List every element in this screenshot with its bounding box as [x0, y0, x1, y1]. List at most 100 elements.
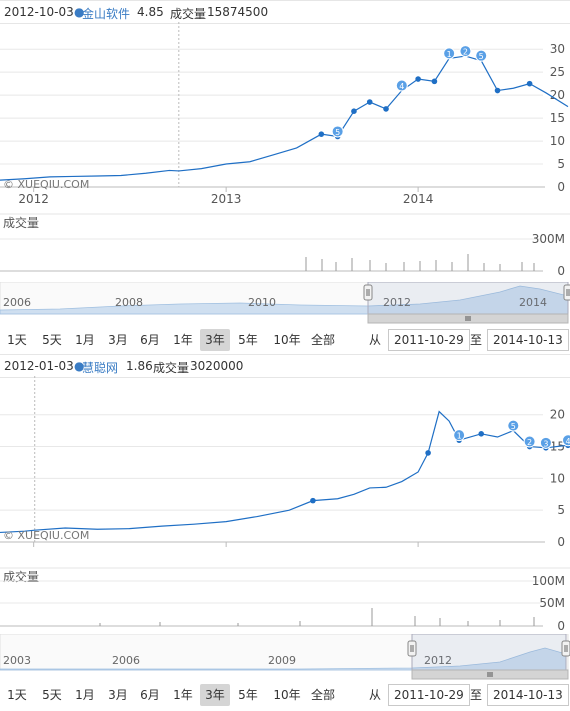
- range-button[interactable]: 3年: [200, 329, 230, 351]
- watermark: © XUEQIU.COM: [3, 529, 89, 542]
- event-marker-bubble: [562, 434, 570, 447]
- volume-label: 成交量: [170, 7, 207, 21]
- range-button[interactable]: 1天: [7, 688, 27, 702]
- event-marker-label: 4: [565, 437, 570, 446]
- date-label: 2012-10-03: [4, 5, 74, 19]
- range-button[interactable]: 1月: [75, 333, 95, 347]
- navigator-label: 2006: [112, 654, 140, 667]
- data-point: [310, 497, 316, 504]
- navigator-label: 2010: [248, 296, 276, 309]
- stock-name-link[interactable]: 慧聪网: [82, 361, 119, 375]
- range-button[interactable]: 1年: [173, 688, 193, 702]
- range-button[interactable]: 3月: [108, 688, 128, 702]
- volume-chart-2: 成交量 100M 50M 0: [0, 567, 570, 633]
- from-date-input[interactable]: 2011-10-29: [388, 329, 470, 351]
- y-tick-label: 30: [550, 42, 565, 56]
- range-selector-2: 1天 5天 1月 3月 6月 1年 3年 5年 10年 全部 从 2011-10-29 至 2014-10…: [0, 684, 570, 706]
- range-button[interactable]: 全部: [310, 333, 335, 347]
- event-marker: 1: [443, 47, 456, 60]
- watermark: © XUEQIU.COM: [3, 178, 89, 191]
- navigator-label: 2006: [3, 296, 31, 309]
- price-chart-1[interactable]: 302520151050201220132014541235© XUEQIU.C…: [0, 22, 570, 210]
- event-marker-label: 1: [457, 432, 462, 441]
- data-point: [383, 106, 389, 112]
- x-tick-label: 2014: [403, 192, 434, 206]
- data-point: [318, 131, 325, 137]
- data-point: [526, 80, 533, 87]
- range-button[interactable]: 5年: [238, 333, 258, 347]
- navigator-handle: [563, 284, 570, 301]
- navigator-label: 2012: [383, 296, 411, 309]
- y-tick-label: 0: [557, 619, 565, 633]
- range-button[interactable]: 3年: [200, 684, 230, 706]
- stock-name-link[interactable]: 金山软件: [82, 7, 131, 21]
- navigator-label: 2012: [424, 654, 452, 667]
- range-button[interactable]: 10年: [273, 333, 301, 347]
- x-tick-label: 2013: [211, 192, 242, 206]
- chart-header-1: 2012-10-03 ● 金山软件 4.85 成交量 15874500: [0, 0, 570, 24]
- data-point: [415, 76, 421, 82]
- y-tick-label: 5: [557, 503, 565, 517]
- chart-header-2: 2012-01-03 ● 慧聪网 1.86 成交量 3020000: [0, 354, 570, 378]
- range-button[interactable]: 1年: [173, 333, 193, 347]
- data-point: [351, 108, 357, 115]
- volume-value: 3020000: [190, 359, 244, 373]
- range-button[interactable]: 6月: [140, 688, 160, 702]
- range-button[interactable]: 1天: [7, 333, 27, 347]
- to-date-input[interactable]: 2014-10-13: [487, 684, 569, 706]
- data-point: [431, 78, 438, 85]
- price-line: [0, 55, 569, 181]
- range-button[interactable]: 10年: [273, 688, 301, 702]
- y-tick-label: 10: [550, 134, 565, 148]
- event-marker: 4: [395, 79, 408, 92]
- y-tick-label: 10: [550, 471, 565, 485]
- y-tick-label: 20: [550, 88, 565, 102]
- event-marker-bubble: [459, 45, 472, 58]
- volume-chart-1: 成交量 300M 0: [0, 213, 570, 278]
- navigator-label: 2009: [268, 654, 296, 667]
- event-marker: 1: [453, 429, 466, 442]
- range-button[interactable]: 1月: [75, 688, 95, 702]
- range-button[interactable]: 5天: [42, 333, 62, 347]
- price-line: [0, 410, 569, 534]
- navigator-label: 2014: [519, 296, 547, 309]
- y-tick-label: 15: [550, 111, 565, 125]
- price-chart-2[interactable]: 20151050201220132014152534© XUEQIU.COM: [0, 376, 570, 548]
- series-dot-icon: ●: [74, 359, 85, 373]
- range-button[interactable]: 全部: [310, 688, 335, 702]
- x-tick-label: 2012: [18, 192, 49, 206]
- data-point: [478, 431, 485, 437]
- date-label: 2012-01-03: [4, 359, 74, 373]
- navigator-handle: [363, 284, 373, 301]
- x-tick-label: 2013: [211, 547, 242, 548]
- event-marker-label: 3: [543, 439, 548, 448]
- y-tick-label: 20: [550, 408, 565, 422]
- navigator-handle-box: [561, 640, 570, 657]
- from-date-input[interactable]: 2011-10-29: [388, 684, 470, 706]
- to-date-input[interactable]: 2014-10-13: [487, 329, 569, 351]
- range-button[interactable]: 3月: [108, 333, 128, 347]
- event-marker-bubble: [443, 47, 456, 60]
- navigator-1[interactable]: 2006 2008 2010 2012 2014: [0, 282, 570, 324]
- y-tick-label: 300M: [532, 232, 565, 246]
- navigator-handle-box: [407, 640, 417, 657]
- range-button[interactable]: 5天: [42, 688, 62, 702]
- event-marker: 3: [539, 436, 552, 449]
- event-marker: 5: [507, 419, 520, 432]
- navigator-2[interactable]: 2003 2006 2009 2012: [0, 634, 570, 680]
- event-marker: 5: [475, 49, 488, 62]
- range-button[interactable]: 6月: [140, 333, 160, 347]
- range-button[interactable]: 5年: [238, 688, 258, 702]
- y-tick-label: 0: [557, 535, 565, 548]
- range-selector-1: 1天 5天 1月 3月 6月 1年 3年 5年 10年 全部 从 2011-10-29 至 2014-10…: [0, 329, 570, 351]
- event-marker-label: 2: [463, 48, 468, 57]
- y-tick-label: 100M: [532, 574, 565, 588]
- navigator-handle: [561, 640, 570, 657]
- event-marker: 4: [562, 434, 570, 447]
- event-marker-label: 5: [511, 422, 516, 431]
- event-marker-bubble: [395, 79, 408, 92]
- navigator-selection: [367, 282, 569, 315]
- series-dot-icon: ●: [74, 5, 85, 19]
- to-label: 至: [469, 333, 482, 347]
- data-point: [494, 87, 501, 94]
